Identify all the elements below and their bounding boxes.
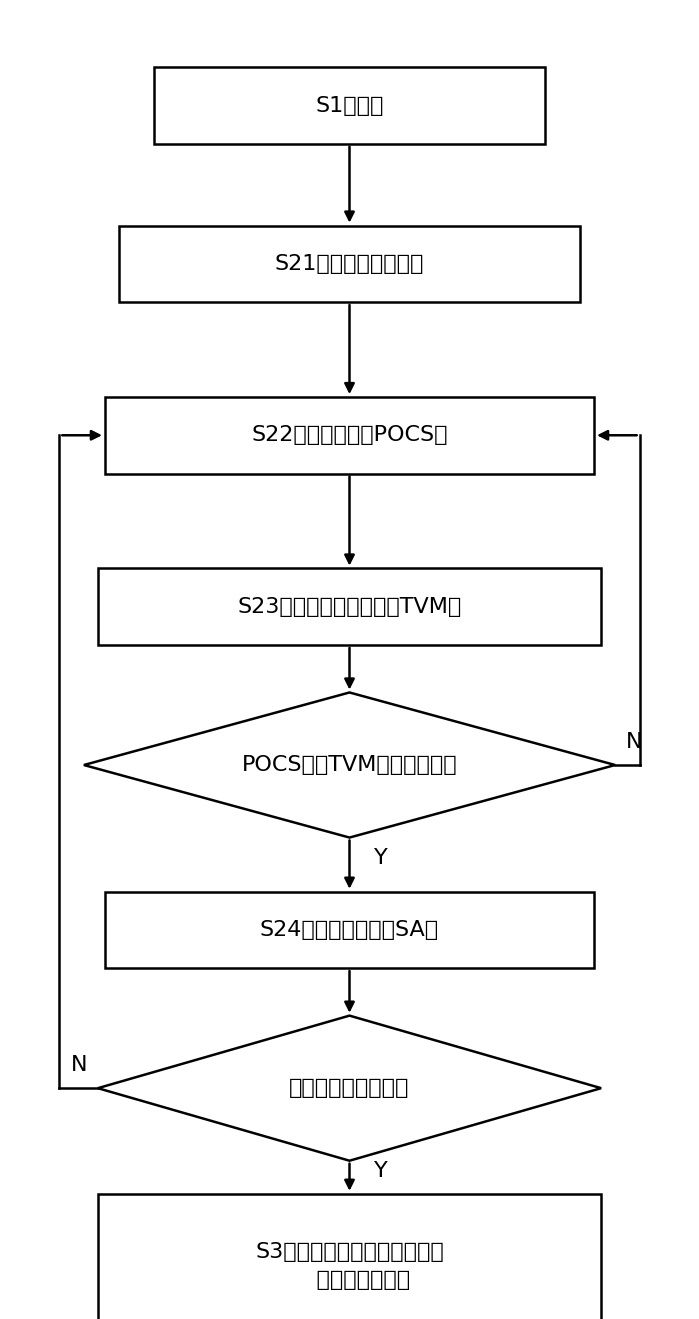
Text: S23：图像全变差最小化TVM步: S23：图像全变差最小化TVM步 — [238, 596, 461, 617]
FancyBboxPatch shape — [154, 67, 545, 144]
Text: S1：扫描: S1：扫描 — [315, 95, 384, 116]
Polygon shape — [84, 692, 615, 838]
Text: POCS步和TVM步子循环完毕: POCS步和TVM步子循环完毕 — [242, 754, 457, 776]
FancyBboxPatch shape — [98, 568, 601, 645]
Polygon shape — [98, 1016, 601, 1161]
Text: S22：投影到凸集POCS步: S22：投影到凸集POCS步 — [251, 425, 448, 446]
FancyBboxPatch shape — [105, 892, 594, 968]
Text: S24：子区域平均化SA步: S24：子区域平均化SA步 — [260, 919, 439, 940]
Text: Y: Y — [374, 848, 388, 868]
Text: S3：显示管道三维重建图像或
    二维切片图像。: S3：显示管道三维重建图像或 二维切片图像。 — [255, 1242, 444, 1290]
Text: Y: Y — [374, 1161, 388, 1181]
Text: 达到主循环结束条件: 达到主循环结束条件 — [289, 1078, 410, 1099]
FancyBboxPatch shape — [119, 226, 580, 302]
FancyBboxPatch shape — [98, 1194, 601, 1319]
Text: N: N — [626, 732, 642, 752]
FancyBboxPatch shape — [105, 397, 594, 474]
Text: S21：初始化重建参数: S21：初始化重建参数 — [275, 253, 424, 274]
Text: N: N — [71, 1055, 87, 1075]
